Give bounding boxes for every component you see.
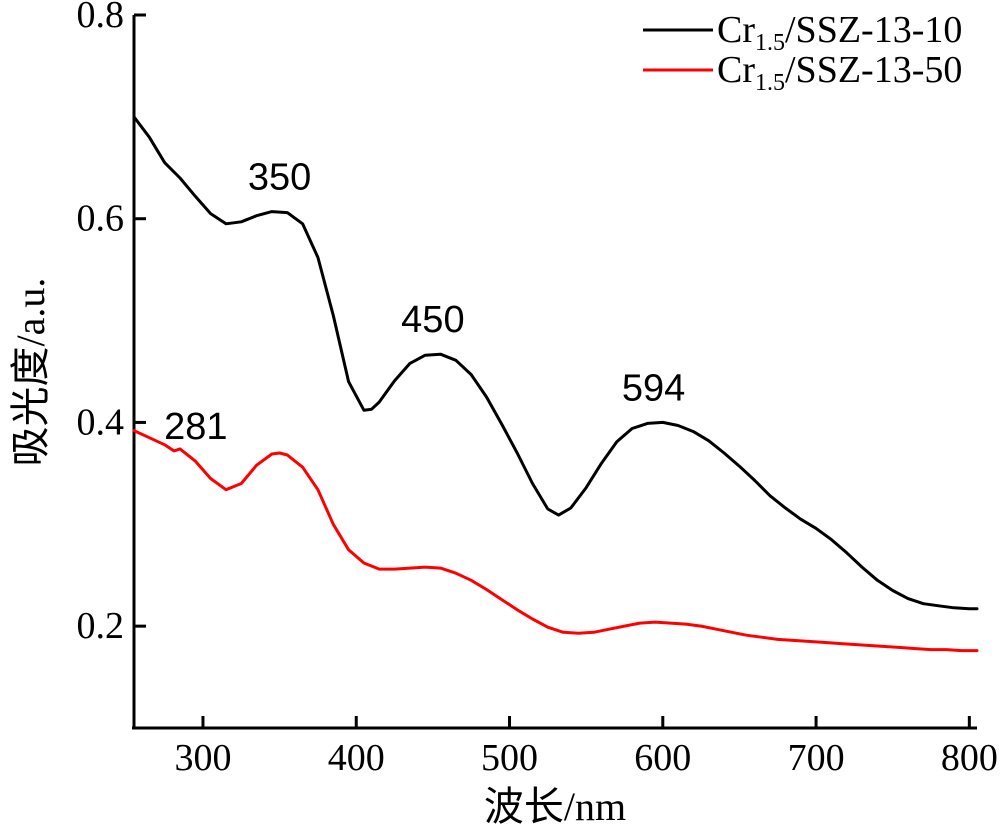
axes — [132, 15, 977, 730]
y-tick-label: 0.6 — [77, 198, 125, 240]
legend-label: Cr1.5/SSZ-13-50 — [717, 49, 962, 96]
x-tick-label: 800 — [941, 737, 998, 779]
peak-label: 450 — [401, 299, 464, 341]
x-tick-label: 300 — [174, 737, 231, 779]
series-group — [132, 115, 979, 653]
series-line-2 — [132, 429, 979, 653]
x-tick-label: 600 — [634, 737, 691, 779]
peak-label: 594 — [622, 367, 685, 409]
y-tick-label: 0.8 — [77, 0, 125, 36]
legend-label: Cr1.5/SSZ-13-10 — [717, 9, 962, 56]
peak-label: 281 — [164, 406, 227, 448]
x-tick-label: 700 — [788, 737, 845, 779]
x-ticks: 300 400 500 600 700 800 — [174, 716, 998, 779]
x-tick-label: 400 — [328, 737, 385, 779]
y-axis-title: 吸光度/a.u. — [8, 278, 53, 467]
x-tick-label: 500 — [481, 737, 538, 779]
peak-label: 350 — [248, 157, 311, 199]
x-axis-title: 波长/nm — [484, 784, 626, 829]
y-tick-label: 0.4 — [77, 401, 125, 443]
y-tick-label: 0.2 — [77, 605, 125, 647]
peak-annotations: 350 450 594 281 — [164, 157, 685, 448]
y-ticks: 0.2 0.4 0.6 0.8 — [77, 0, 146, 647]
series-line-1 — [132, 115, 979, 611]
